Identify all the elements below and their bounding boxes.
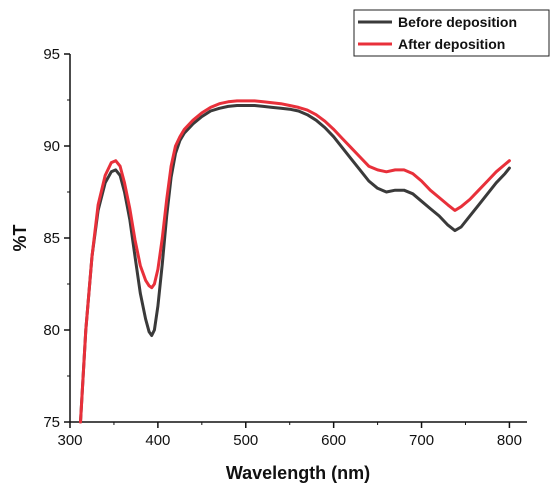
y-tick-label: 90 [43,138,60,155]
axes [69,54,527,423]
x-tick-label: 700 [409,432,434,449]
series-line-before-deposition [79,104,511,424]
series-lines [79,99,511,424]
legend-label-before-deposition: Before deposition [398,14,517,30]
x-tick-label: 800 [497,432,522,449]
tick-marks [64,53,511,428]
y-axis-title: %T [10,224,30,251]
legend-label-after-deposition: After deposition [398,36,505,52]
y-tick-label: 95 [43,46,60,63]
y-tick-label: 75 [43,414,60,431]
x-tick-label: 500 [233,432,258,449]
legend: Before deposition After deposition [353,9,550,57]
series-line-after-deposition [79,99,511,424]
tick-labels: 300 400 500 600 700 800 75 80 85 90 95 [43,46,522,449]
y-tick-label: 80 [43,322,60,339]
legend-box [353,9,550,57]
x-tick-label: 600 [321,432,346,449]
y-tick-label: 85 [43,230,60,247]
x-tick-label: 300 [57,432,82,449]
x-tick-label: 400 [145,432,170,449]
x-axis-title: Wavelength (nm) [226,463,370,483]
